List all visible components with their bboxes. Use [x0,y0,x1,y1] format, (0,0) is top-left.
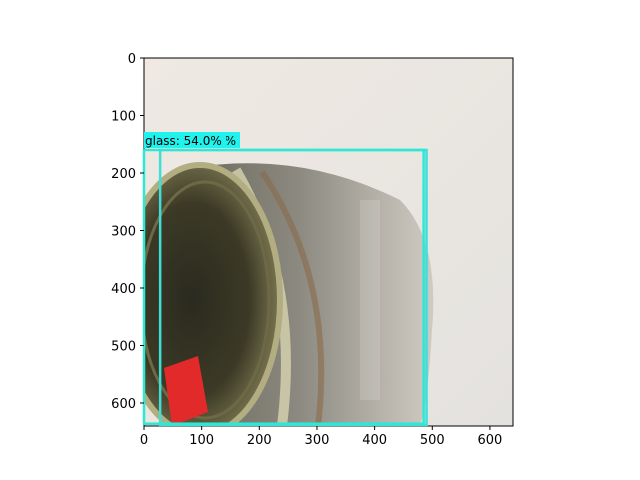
x-axis: 0 100 200 300 400 500 600 [140,426,502,448]
y-tick-label: 200 [111,167,136,182]
glass-highlight [360,200,380,400]
detection-label-bg [144,132,226,148]
x-tick-label: 600 [478,433,503,448]
x-tick-label: 200 [247,433,272,448]
x-tick-label: 300 [305,433,330,448]
price-sticker [164,356,208,426]
x-tick-label: 100 [189,433,214,448]
y-tick-label: 600 [111,397,136,412]
jar-ring-2 [259,170,325,426]
detection-box [142,148,425,425]
y-tick-label: 500 [111,340,136,355]
detection-label: glass: 54.0% [145,134,222,148]
y-tick-label: 300 [111,225,136,240]
y-tick-label: 100 [111,110,136,125]
photo [144,58,513,426]
x-tick-label: 400 [362,433,387,448]
jar-lid [144,162,283,426]
x-tick-label: 500 [420,433,445,448]
y-tick-label: 400 [111,282,136,297]
detections: 0%glass: 54.0% [142,132,428,427]
x-tick-label: 0 [140,433,148,448]
y-tick-label: 0 [128,52,136,67]
y-axis: 0 100 200 300 400 500 600 [111,52,144,412]
jar-lid-rim [144,180,271,420]
